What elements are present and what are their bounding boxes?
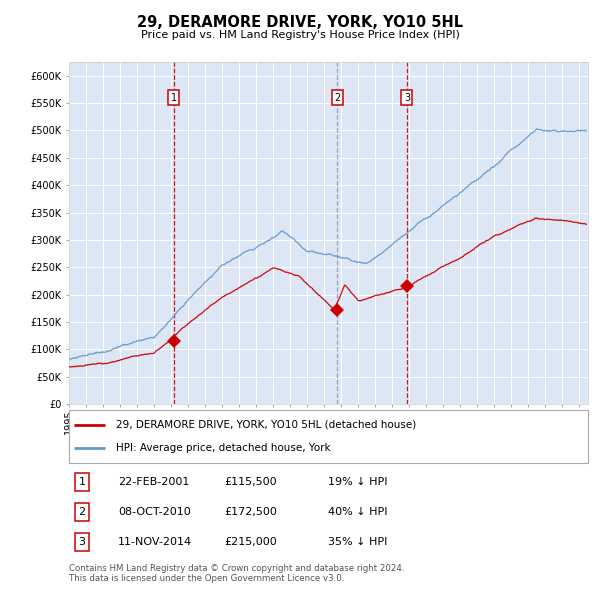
Text: 40% ↓ HPI: 40% ↓ HPI — [329, 507, 388, 517]
Text: 2: 2 — [334, 93, 340, 103]
Text: 08-OCT-2010: 08-OCT-2010 — [118, 507, 191, 517]
Text: 3: 3 — [79, 537, 85, 547]
Text: 1: 1 — [170, 93, 177, 103]
Text: Price paid vs. HM Land Registry's House Price Index (HPI): Price paid vs. HM Land Registry's House … — [140, 30, 460, 40]
Text: £172,500: £172,500 — [224, 507, 278, 517]
Text: 29, DERAMORE DRIVE, YORK, YO10 5HL: 29, DERAMORE DRIVE, YORK, YO10 5HL — [137, 15, 463, 30]
Text: 22-FEB-2001: 22-FEB-2001 — [118, 477, 190, 487]
Text: 2: 2 — [79, 507, 86, 517]
Text: 35% ↓ HPI: 35% ↓ HPI — [329, 537, 388, 547]
Text: 11-NOV-2014: 11-NOV-2014 — [118, 537, 193, 547]
Text: Contains HM Land Registry data © Crown copyright and database right 2024.
This d: Contains HM Land Registry data © Crown c… — [69, 563, 404, 583]
Text: 1: 1 — [79, 477, 85, 487]
Text: 29, DERAMORE DRIVE, YORK, YO10 5HL (detached house): 29, DERAMORE DRIVE, YORK, YO10 5HL (deta… — [116, 420, 416, 430]
Text: £215,000: £215,000 — [224, 537, 277, 547]
Text: 19% ↓ HPI: 19% ↓ HPI — [329, 477, 388, 487]
Text: 3: 3 — [404, 93, 410, 103]
Text: HPI: Average price, detached house, York: HPI: Average price, detached house, York — [116, 443, 331, 453]
Text: £115,500: £115,500 — [224, 477, 277, 487]
